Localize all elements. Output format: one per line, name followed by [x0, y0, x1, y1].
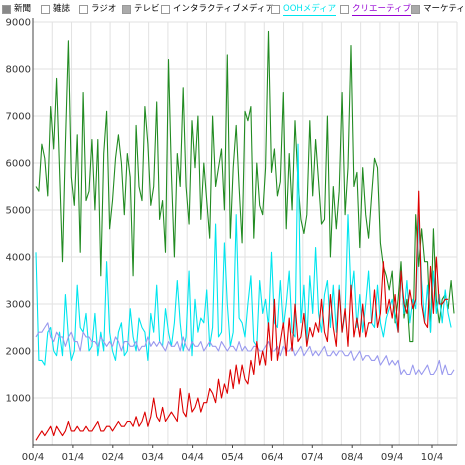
legend-item[interactable]: 新聞	[2, 3, 31, 15]
legend-label: ラジオ	[91, 4, 117, 14]
legend-item[interactable]: ラジオ	[79, 3, 116, 15]
legend-checkbox-icon[interactable]	[79, 4, 88, 14]
legend-checkbox-icon[interactable]	[161, 4, 170, 14]
grid	[32, 21, 458, 445]
legend-checkbox-icon[interactable]	[41, 4, 50, 14]
legend-item[interactable]: マーケティング	[411, 3, 465, 15]
x-tick-label: 07/4	[301, 452, 323, 463]
x-tick-label: 03/4	[141, 452, 163, 463]
y-tick-label: 2000	[6, 347, 31, 358]
x-tick-label: 08/4	[341, 452, 363, 463]
legend: 新聞 雑誌 ラジオ テレビ インタラクティブメディア OOHメディア クリエーテ…	[0, 0, 465, 18]
x-axis: 00/4 01/4 02/4 03/4 04/4 05/4 06/4 07/4 08/4 09/4…	[22, 444, 457, 463]
y-tick-label: 8000	[6, 65, 31, 76]
legend-label: 雑誌	[53, 4, 71, 14]
legend-label: 新聞	[14, 4, 32, 14]
y-tick-label: 6000	[6, 159, 31, 170]
x-tick-label: 00/4	[22, 452, 44, 463]
x-tick-label: 02/4	[102, 452, 124, 463]
y-tick-label: 7000	[6, 112, 31, 123]
y-axis: 1000 2000 3000 4000 5000 6000 7000 8000 9000	[6, 18, 34, 445]
legend-checkbox-icon[interactable]	[122, 4, 131, 14]
y-tick-label: 9000	[6, 18, 31, 29]
legend-label: インタラクティブメディア	[173, 4, 274, 14]
legend-item[interactable]: クリエーティブ	[340, 3, 411, 16]
legend-checkbox-icon[interactable]	[411, 4, 420, 14]
legend-item[interactable]: テレビ	[122, 3, 160, 15]
legend-label: クリエーティブ	[352, 3, 411, 16]
legend-label: OOHメディア	[283, 3, 337, 16]
legend-checkbox-icon[interactable]	[2, 4, 11, 14]
x-tick-label: 05/4	[221, 452, 243, 463]
x-tick-label: 10/4	[421, 452, 443, 463]
x-tick-label: 01/4	[62, 452, 84, 463]
y-tick-label: 4000	[6, 253, 31, 264]
legend-checkbox-icon[interactable]	[271, 4, 280, 14]
legend-checkbox-icon[interactable]	[340, 4, 349, 14]
series-lines	[35, 30, 455, 441]
legend-item[interactable]: インタラクティブメディア	[161, 3, 274, 15]
series-line	[35, 322, 455, 376]
series-line	[35, 143, 452, 366]
legend-label: マーケティング	[423, 4, 465, 14]
x-tick-label: 06/4	[261, 452, 283, 463]
x-tick-label: 04/4	[181, 452, 203, 463]
y-tick-label: 5000	[6, 206, 31, 217]
legend-item[interactable]: OOHメディア	[271, 3, 337, 16]
legend-item[interactable]: 雑誌	[41, 3, 70, 15]
x-tick-label: 09/4	[381, 452, 403, 463]
y-tick-label: 1000	[6, 394, 31, 405]
y-tick-label: 3000	[6, 300, 31, 311]
legend-label: テレビ	[134, 4, 160, 14]
series-line	[35, 190, 449, 441]
